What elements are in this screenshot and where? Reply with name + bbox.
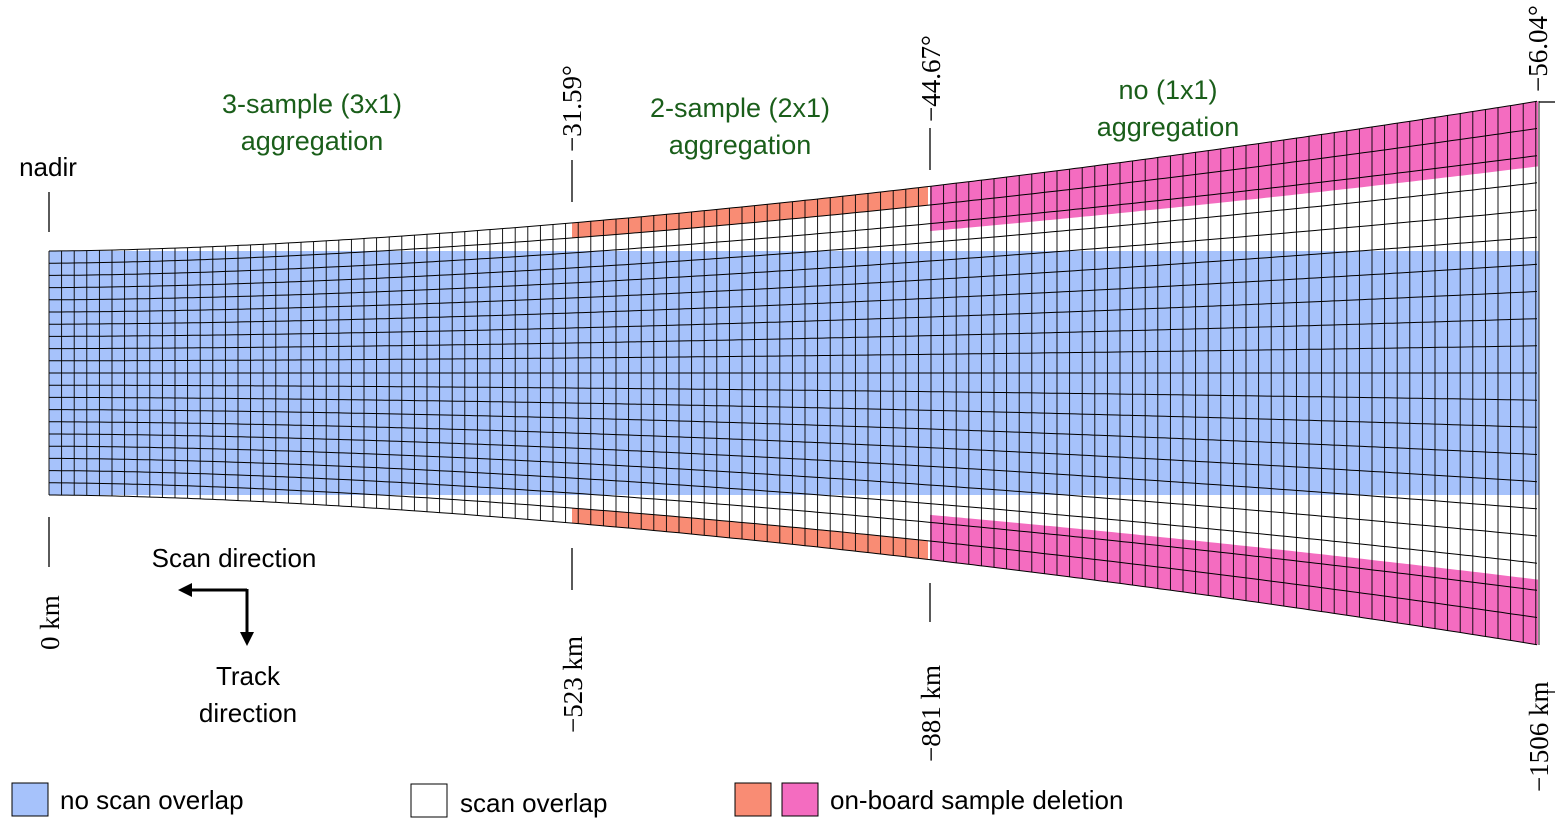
grid-row-line	[49, 100, 1538, 252]
tick-markers	[48, 101, 1555, 693]
grid-row-line	[49, 384, 1538, 401]
legend-swatch-overlap	[410, 783, 448, 818]
grid-row-line	[49, 128, 1538, 264]
grid-row-line	[49, 263, 1538, 325]
zone-2x1-label-line2: aggregation	[669, 130, 812, 160]
deletion-edge-bottom	[1260, 593, 1536, 645]
zone-1x1-label-line1: no (1x1)	[1118, 75, 1217, 105]
grid-row-line	[49, 409, 1538, 455]
grid-row-line	[49, 236, 1538, 313]
grid-row-line	[49, 318, 1538, 350]
legend-swatch-no-overlap	[11, 782, 49, 817]
legend-label-no-overlap: no scan overlap	[60, 785, 244, 815]
legend-label-deletion: on-board sample deletion	[830, 785, 1123, 815]
angle-label-44: −44.67°	[916, 35, 946, 122]
grid-row-line	[49, 494, 1538, 646]
distance-label-881: −881 km	[916, 665, 946, 762]
track-arrow-head-icon	[240, 632, 254, 646]
legend-swatch-deletion-1x1	[781, 782, 819, 817]
direction-arrows	[178, 583, 254, 646]
grid-row-line	[49, 457, 1538, 564]
grid-row-line	[49, 482, 1538, 618]
grid-row-line	[49, 470, 1538, 591]
grid-row-line	[49, 209, 1538, 301]
scan-direction-label: Scan direction	[152, 543, 317, 573]
distance-label-523: −523 km	[558, 636, 588, 733]
sample-grid	[48, 100, 1540, 646]
zone-2x1-label-line1: 2-sample (2x1)	[650, 93, 830, 123]
deletion-2x1-bottom	[572, 508, 928, 560]
zone-3x1-label-line2: aggregation	[241, 126, 384, 156]
legend-swatch-deletion-2x1	[734, 782, 772, 817]
distance-label-1506: −1506 km	[1524, 682, 1554, 792]
angle-label-56: −56.04°	[1523, 5, 1553, 92]
deletion-edge-top	[1260, 101, 1536, 153]
angle-label-31: −31.59°	[557, 65, 587, 152]
scan-arrow-head-icon	[178, 583, 192, 597]
grid-row-line	[49, 291, 1538, 337]
deletion-2x1-top	[572, 186, 928, 238]
grid-row-line	[49, 445, 1538, 537]
zone-1x1-label-line2: aggregation	[1097, 112, 1240, 142]
grid-row-line	[49, 155, 1538, 276]
distance-label-0: 0 km	[35, 595, 65, 650]
grid-row-line	[49, 396, 1538, 428]
legend: no scan overlap scan overlap on-board sa…	[11, 782, 1123, 818]
grid-row-line	[49, 421, 1538, 483]
track-direction-label-line2: direction	[199, 698, 297, 728]
nadir-label: nadir	[19, 152, 77, 182]
grid-row-line	[49, 345, 1538, 362]
track-direction-label-line1: Track	[216, 661, 281, 691]
zone-3x1-label-line1: 3-sample (3x1)	[222, 89, 402, 119]
legend-label-overlap: scan overlap	[460, 788, 607, 818]
grid-row-line	[49, 182, 1538, 289]
grid-row-line	[49, 433, 1538, 510]
